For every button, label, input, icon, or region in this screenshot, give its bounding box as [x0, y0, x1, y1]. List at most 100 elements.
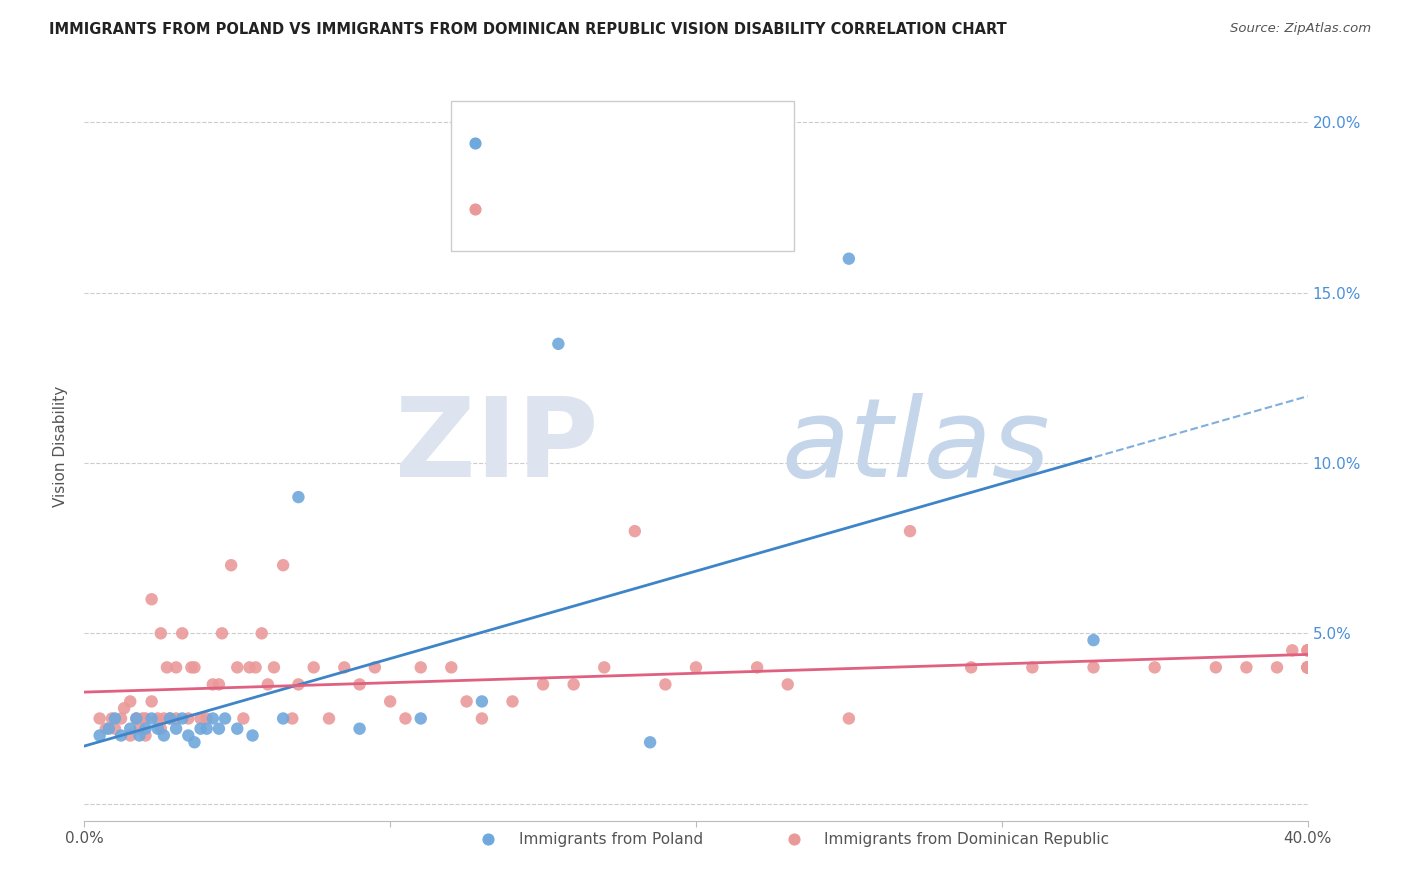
Point — [190, 722, 212, 736]
Point — [156, 660, 179, 674]
Point — [960, 660, 983, 674]
Point — [409, 711, 432, 725]
Point — [183, 735, 205, 749]
Point — [838, 711, 860, 725]
Point — [180, 660, 202, 674]
Point — [172, 626, 194, 640]
Point — [120, 729, 142, 743]
Point — [120, 694, 142, 708]
Point — [159, 711, 181, 725]
Point — [208, 677, 231, 691]
Point — [211, 626, 233, 640]
Point — [165, 722, 187, 736]
Point — [364, 660, 387, 674]
Point — [242, 729, 264, 743]
Point — [1021, 660, 1043, 674]
Point — [135, 729, 157, 743]
Point — [394, 711, 416, 725]
Point — [1296, 660, 1319, 674]
Point — [141, 694, 163, 708]
Point — [380, 694, 402, 708]
Point — [165, 660, 187, 674]
Point — [201, 711, 224, 725]
Point — [333, 660, 356, 674]
Point — [226, 660, 249, 674]
Point — [214, 711, 236, 725]
Point — [1296, 660, 1319, 674]
Point — [1296, 643, 1319, 657]
Point — [195, 711, 218, 725]
Point — [149, 722, 172, 736]
Point — [1296, 660, 1319, 674]
Point — [110, 729, 132, 743]
Point — [1083, 633, 1105, 648]
Point — [1281, 643, 1303, 657]
Point — [318, 711, 340, 725]
Point — [562, 677, 585, 691]
Text: Source: ZipAtlas.com: Source: ZipAtlas.com — [1230, 22, 1371, 36]
Point — [471, 694, 494, 708]
Point — [128, 722, 150, 736]
Point — [141, 592, 163, 607]
Point — [104, 711, 127, 725]
Point — [440, 660, 463, 674]
Point — [201, 677, 224, 691]
Point — [271, 558, 294, 573]
Point — [624, 524, 647, 538]
Point — [1296, 660, 1319, 674]
Point — [287, 490, 309, 504]
Point — [110, 711, 132, 725]
Point — [502, 694, 524, 708]
Point — [654, 677, 676, 691]
Point — [153, 729, 176, 743]
Point — [120, 722, 142, 736]
Point — [349, 677, 371, 691]
Point — [146, 722, 169, 736]
Point — [456, 694, 478, 708]
Point — [1296, 660, 1319, 674]
Point — [89, 711, 111, 725]
Point — [238, 660, 260, 674]
Point — [1083, 660, 1105, 674]
Point — [593, 660, 616, 674]
Point — [263, 660, 285, 674]
Point — [135, 722, 157, 736]
Point — [131, 711, 153, 725]
Text: IMMIGRANTS FROM POLAND VS IMMIGRANTS FROM DOMINICAN REPUBLIC VISION DISABILITY C: IMMIGRANTS FROM POLAND VS IMMIGRANTS FRO… — [49, 22, 1007, 37]
Point — [153, 711, 176, 725]
Point — [190, 711, 212, 725]
Point — [302, 660, 325, 674]
Point — [776, 677, 799, 691]
Point — [747, 660, 769, 674]
Point — [409, 660, 432, 674]
Point — [1265, 660, 1288, 674]
Point — [638, 735, 661, 749]
Point — [1296, 660, 1319, 674]
Point — [177, 729, 200, 743]
Point — [183, 660, 205, 674]
Point — [1296, 643, 1319, 657]
Point — [547, 336, 569, 351]
Point — [257, 677, 280, 691]
Point — [1083, 881, 1105, 892]
Point — [1296, 643, 1319, 657]
Point — [172, 711, 194, 725]
Point — [89, 729, 111, 743]
Text: Immigrants from Poland: Immigrants from Poland — [519, 832, 703, 847]
Point — [128, 729, 150, 743]
Point — [159, 711, 181, 725]
Point — [685, 660, 707, 674]
Point — [1143, 660, 1166, 674]
Point — [271, 711, 294, 725]
Point — [125, 711, 148, 725]
Point — [287, 677, 309, 691]
Point — [471, 711, 494, 725]
Point — [97, 722, 120, 736]
Point — [125, 711, 148, 725]
Point — [898, 524, 921, 538]
Point — [219, 558, 242, 573]
Point — [1296, 660, 1319, 674]
Point — [94, 722, 117, 736]
Point — [226, 722, 249, 736]
Point — [531, 677, 554, 691]
